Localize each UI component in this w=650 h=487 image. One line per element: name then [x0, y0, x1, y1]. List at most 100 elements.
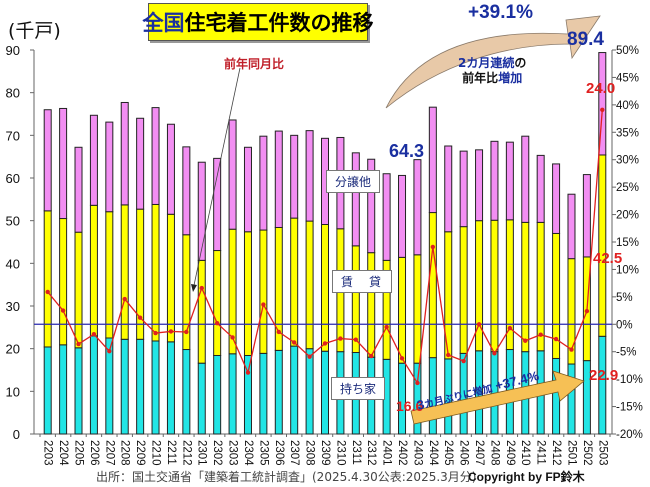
- yoy-point: [492, 351, 497, 356]
- yoy-point: [322, 341, 328, 346]
- total-latest-annotation: 89.4: [567, 29, 604, 50]
- x-tick-label: 2303: [227, 440, 239, 466]
- y2-tick-label: -5%: [616, 347, 636, 359]
- bar-rental: [413, 254, 422, 364]
- yoy-point: [122, 296, 127, 302]
- y-tick-label: 40: [6, 256, 20, 271]
- x-tick-label: 2210: [150, 440, 162, 466]
- y-tick-label: 50: [6, 214, 20, 229]
- bar-rental: [59, 218, 68, 346]
- yoy-point: [384, 324, 389, 330]
- bar-sale: [305, 130, 314, 222]
- bar-rental: [89, 204, 98, 337]
- axes: 0 10 20 30 40 50 60 70 80 90 -20% -15% -10% -5% 0% 5% 10…: [6, 43, 643, 442]
- bar-sale: [259, 135, 268, 231]
- bar-rental: [105, 211, 114, 339]
- series-label-sale: 分譲他: [326, 170, 381, 193]
- bar-rental: [398, 256, 407, 364]
- y-tick-label: 70: [6, 128, 20, 143]
- bar-sale: [475, 149, 484, 222]
- x-tick-label: 2406: [458, 440, 470, 466]
- x-tick-label: 2305: [257, 440, 269, 466]
- y2-tick-label: 20%: [616, 210, 639, 222]
- y2-tick-label: -15%: [616, 402, 643, 414]
- bar-rental: [428, 212, 437, 359]
- yoy-point: [353, 337, 359, 342]
- bar-rental: [259, 229, 268, 354]
- yoy-point: [291, 340, 297, 345]
- x-tick-label: 2502: [581, 440, 593, 466]
- y-axis-unit-label: (千戸): [8, 20, 61, 42]
- yoy-total-annotation: +39.1%: [468, 2, 533, 23]
- bar-rental: [367, 252, 376, 358]
- sale-latest-annotation: 24.0: [586, 80, 616, 97]
- y2-tick-label: 30%: [616, 155, 639, 167]
- bar-sale: [74, 146, 83, 233]
- y2-tick-label: 10%: [616, 264, 639, 276]
- bar-sale: [213, 157, 222, 252]
- bar-sale: [243, 146, 252, 233]
- yoy-point: [45, 289, 50, 295]
- bar-owner: [59, 344, 68, 435]
- bar-owner: [598, 335, 607, 435]
- bar-rental: [305, 220, 314, 350]
- x-tick-label: 2203: [42, 440, 54, 466]
- x-tick-label: 2407: [473, 440, 485, 466]
- y-tick-label: 0: [13, 427, 20, 442]
- note-no: の: [514, 56, 527, 70]
- x-tick-label: 2205: [72, 440, 84, 466]
- x-tick-label: 2302: [211, 440, 223, 466]
- yoy-point: [153, 330, 158, 336]
- bar-rental: [213, 250, 222, 356]
- big-curved-arrow: [385, 15, 601, 109]
- yoy-point: [276, 329, 281, 335]
- bar-sale: [151, 107, 160, 205]
- bar-owner: [151, 340, 160, 435]
- x-tick-label: 2405: [442, 440, 454, 466]
- bar-rental: [521, 221, 530, 353]
- yoy-line: [45, 107, 605, 386]
- bar-rental: [598, 154, 607, 337]
- title-part-national: 全国: [142, 11, 185, 35]
- yoy-point: [137, 315, 143, 320]
- bar-owner: [182, 349, 191, 435]
- yoy-point: [523, 338, 528, 343]
- note-consecutive: 2カ月連続: [458, 56, 515, 70]
- yoy-point: [338, 336, 343, 341]
- bar-sale: [552, 163, 561, 234]
- bar-owner: [213, 354, 222, 435]
- bar-sale: [382, 173, 391, 261]
- yoy-point: [261, 302, 266, 307]
- yoy-point: [91, 331, 97, 337]
- bar-owner: [321, 350, 329, 435]
- bar-owner: [74, 347, 83, 435]
- y-tick-label: 30: [6, 299, 20, 314]
- x-tick-label: 2402: [396, 440, 408, 466]
- yoy-point: [60, 308, 66, 313]
- chart-title: 全国 住宅着工件数の推移: [143, 3, 374, 41]
- bar-owner: [290, 345, 299, 435]
- bar-owner: [228, 353, 237, 435]
- rental-latest-annotation: 42.5: [593, 250, 623, 267]
- x-tick-label: 2301: [196, 440, 208, 466]
- note-yoy: 前年比: [462, 71, 499, 85]
- x-tick-label: 2411: [535, 440, 547, 465]
- x-tick-label: 2308: [304, 440, 316, 466]
- bar-sale: [351, 152, 360, 247]
- y2-tick-label: 25%: [616, 182, 639, 194]
- y-tick-label: 20: [6, 342, 20, 357]
- y2-tick-label: -10%: [616, 374, 643, 386]
- bar-sale: [166, 123, 175, 215]
- x-tick-label: 2310: [334, 440, 346, 466]
- bar-rental: [290, 217, 299, 347]
- x-tick-label: 2304: [242, 440, 254, 466]
- bar-owner: [552, 357, 561, 435]
- bar-sale: [567, 193, 576, 260]
- bar-sale: [136, 117, 145, 210]
- annotation-arrows: [191, 15, 601, 425]
- increase-note: 2カ月連続の 前年比増加: [458, 56, 526, 86]
- bar-rental: [321, 224, 329, 352]
- x-tick-label: 2209: [134, 440, 146, 466]
- yoy-point: [168, 329, 174, 334]
